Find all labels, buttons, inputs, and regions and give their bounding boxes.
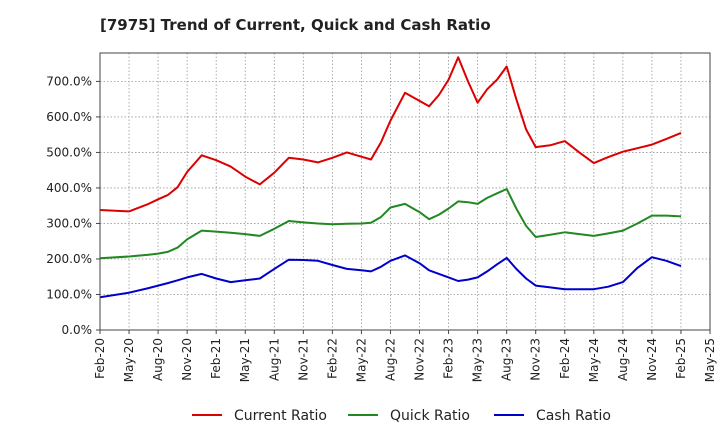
legend-label-quick-ratio: Quick Ratio: [390, 408, 470, 424]
chart-title: [7975] Trend of Current, Quick and Cash …: [100, 16, 491, 34]
x-tick-label: Feb-25: [674, 338, 688, 379]
x-tick-label: May-21: [238, 338, 252, 382]
y-axis-ticks: 0.0% 100.0% 200.0% 300.0% 400.0% 500.0% 600.0%…: [46, 74, 100, 337]
x-tick-label: Aug-20: [151, 338, 165, 381]
x-tick-label: Aug-21: [267, 338, 281, 381]
quick-ratio-line: [99, 188, 682, 260]
y-tick-label: 600.0%: [46, 110, 92, 124]
x-tick-label: Aug-24: [616, 338, 630, 381]
x-tick-label: May-23: [471, 338, 485, 382]
y-tick-label: 700.0%: [46, 74, 92, 88]
x-axis-ticks: Feb-20 May-20 Aug-20 Nov-20 Feb-21 May-21 Aug-…: [93, 330, 717, 382]
x-tick-label: May-24: [587, 338, 601, 382]
x-tick-label: Nov-20: [180, 338, 194, 381]
x-tick-label: Feb-21: [209, 338, 223, 379]
legend: Current Ratio Quick Ratio Cash Ratio: [192, 408, 611, 424]
legend-label-cash-ratio: Cash Ratio: [536, 408, 611, 424]
series-lines: [99, 56, 682, 299]
x-tick-label: Nov-22: [413, 338, 427, 381]
y-tick-label: 500.0%: [46, 145, 92, 159]
grid: [100, 53, 710, 330]
y-tick-label: 200.0%: [46, 252, 92, 266]
x-tick-label: Feb-22: [325, 338, 339, 379]
y-tick-label: 100.0%: [46, 287, 92, 301]
x-tick-label: May-25: [703, 338, 717, 382]
y-tick-label: 400.0%: [46, 181, 92, 195]
x-tick-label: May-22: [354, 338, 368, 382]
y-tick-label: 0.0%: [62, 323, 93, 337]
x-tick-label: May-20: [122, 338, 136, 382]
x-tick-label: Feb-20: [93, 338, 107, 379]
current-ratio-line: [99, 56, 682, 213]
x-tick-label: Aug-23: [500, 338, 514, 381]
cash-ratio-line: [99, 254, 682, 299]
y-tick-label: 300.0%: [46, 216, 92, 230]
x-tick-label: Feb-23: [442, 338, 456, 379]
x-tick-label: Nov-23: [529, 338, 543, 381]
x-tick-label: Aug-22: [383, 338, 397, 381]
x-tick-label: Nov-21: [296, 338, 310, 381]
plot-frame: [99, 52, 711, 331]
x-tick-label: Feb-24: [558, 338, 572, 379]
legend-label-current-ratio: Current Ratio: [234, 408, 327, 424]
x-tick-label: Nov-24: [645, 338, 659, 381]
